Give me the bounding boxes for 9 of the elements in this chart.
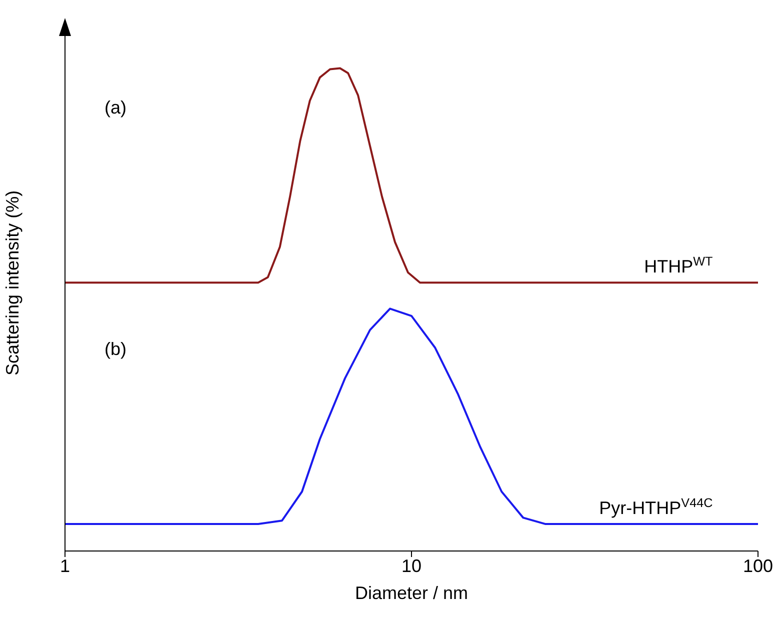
- x-tick-label: 10: [401, 556, 422, 576]
- y-axis-title: Scattering intensity (%): [2, 190, 22, 376]
- annotation: (a): [104, 98, 126, 118]
- annotation: (b): [104, 339, 126, 360]
- x-tick-label: 100: [742, 556, 774, 576]
- series-label: HTHP$^{WT}$: [644, 254, 713, 277]
- x-axis-title: Diameter / nm: [354, 583, 468, 603]
- x-tick-label: 1: [60, 556, 70, 576]
- series-label: Pyr-HTHP$^{V44C}$: [599, 496, 713, 518]
